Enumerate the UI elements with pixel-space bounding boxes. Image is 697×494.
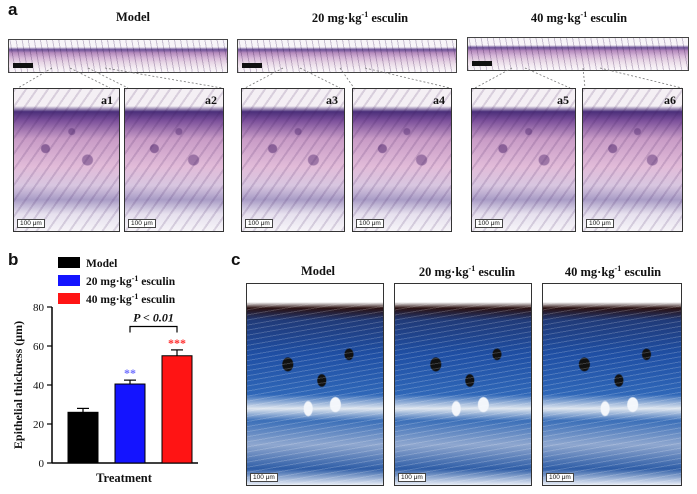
significance-bracket: [129, 325, 178, 333]
legend-label-1: 20 mg·kg-1 esculin: [86, 274, 176, 288]
significance-stars-2: ***: [168, 336, 186, 350]
masson-tile-model: 100 μm: [246, 283, 384, 486]
scale-bar-label: 100 μm: [17, 219, 45, 228]
overview-strip-20mg: [237, 39, 457, 73]
panel-b-letter: b: [8, 250, 19, 269]
y-tick-label: 60: [33, 341, 45, 353]
y-tick-label: 20: [33, 419, 45, 431]
y-tick-label: 80: [33, 302, 45, 314]
scale-bar-label: 100 μm: [586, 219, 614, 228]
y-tick-label: 40: [33, 380, 45, 392]
scale-bar-label: 100 μm: [245, 219, 273, 228]
scale-bar: [472, 61, 492, 66]
scale-bar: [242, 63, 262, 68]
panel-c-title-20mg: 20 mg·kg-1 esculin: [418, 264, 516, 280]
scale-bar-label: 100 μm: [546, 473, 574, 482]
tile-label-a1: a1: [101, 93, 113, 107]
bar-2: [161, 355, 193, 464]
panel-c-title-model: Model: [300, 264, 336, 278]
overview-strip-model: [8, 39, 228, 73]
scale-bar-label: 100 μm: [475, 219, 503, 228]
panel-a-letter: a: [8, 0, 18, 19]
panel-c-letter: c: [231, 250, 241, 269]
scale-bar-label: 100 μm: [356, 219, 384, 228]
he-tile-a1: a1 100 μm: [13, 88, 120, 232]
significance-p-value: P < 0.01: [133, 311, 174, 325]
he-tile-a5: a5 100 μm: [471, 88, 576, 232]
scale-bar-label: 100 μm: [250, 473, 278, 482]
tile-label-a2: a2: [205, 93, 217, 107]
legend-swatch-0: [58, 257, 80, 268]
x-axis-label: Treatment: [96, 471, 153, 485]
y-tick-label: 0: [39, 458, 45, 470]
he-tile-a6: a6 100 μm: [582, 88, 683, 232]
panel-c-title-40mg: 40 mg·kg-1 esculin: [564, 264, 662, 280]
tile-label-a5: a5: [557, 93, 569, 107]
bar-0: [67, 411, 99, 464]
legend-swatch-1: [58, 275, 80, 286]
panel-a-title-40mg: 40 mg·kg-1 esculin: [530, 10, 628, 26]
legend-label-0: Model: [86, 258, 117, 270]
bar-1: [114, 383, 146, 464]
y-axis-label: Epithelial thickness (μm): [11, 321, 25, 449]
he-tile-a2: a2 100 μm: [124, 88, 224, 232]
scale-bar: [13, 63, 33, 68]
legend-label-2: 40 mg·kg-1 esculin: [86, 292, 176, 306]
epithelial-thickness-bar-chart: Model 20 mg·kg-1 esculin 40 mg·kg-1 esculi…: [11, 257, 198, 485]
zoom-connectors: [17, 67, 683, 89]
scale-bar-label: 100 μm: [398, 473, 426, 482]
panel-a-title-20mg: 20 mg·kg-1 esculin: [311, 10, 409, 26]
scale-bar-label: 100 μm: [128, 219, 156, 228]
tile-label-a4: a4: [433, 93, 445, 107]
he-tile-a3: a3 100 μm: [241, 88, 345, 232]
legend-swatch-2: [58, 293, 80, 304]
masson-tile-20mg: 100 μm: [394, 283, 532, 486]
tile-label-a6: a6: [664, 93, 676, 107]
tile-label-a3: a3: [326, 93, 338, 107]
panel-a-title-model: Model: [115, 10, 151, 24]
masson-tile-40mg: 100 μm: [542, 283, 682, 486]
he-tile-a4: a4 100 μm: [352, 88, 452, 232]
significance-stars-1: **: [124, 366, 136, 380]
overview-strip-40mg: [467, 37, 689, 71]
